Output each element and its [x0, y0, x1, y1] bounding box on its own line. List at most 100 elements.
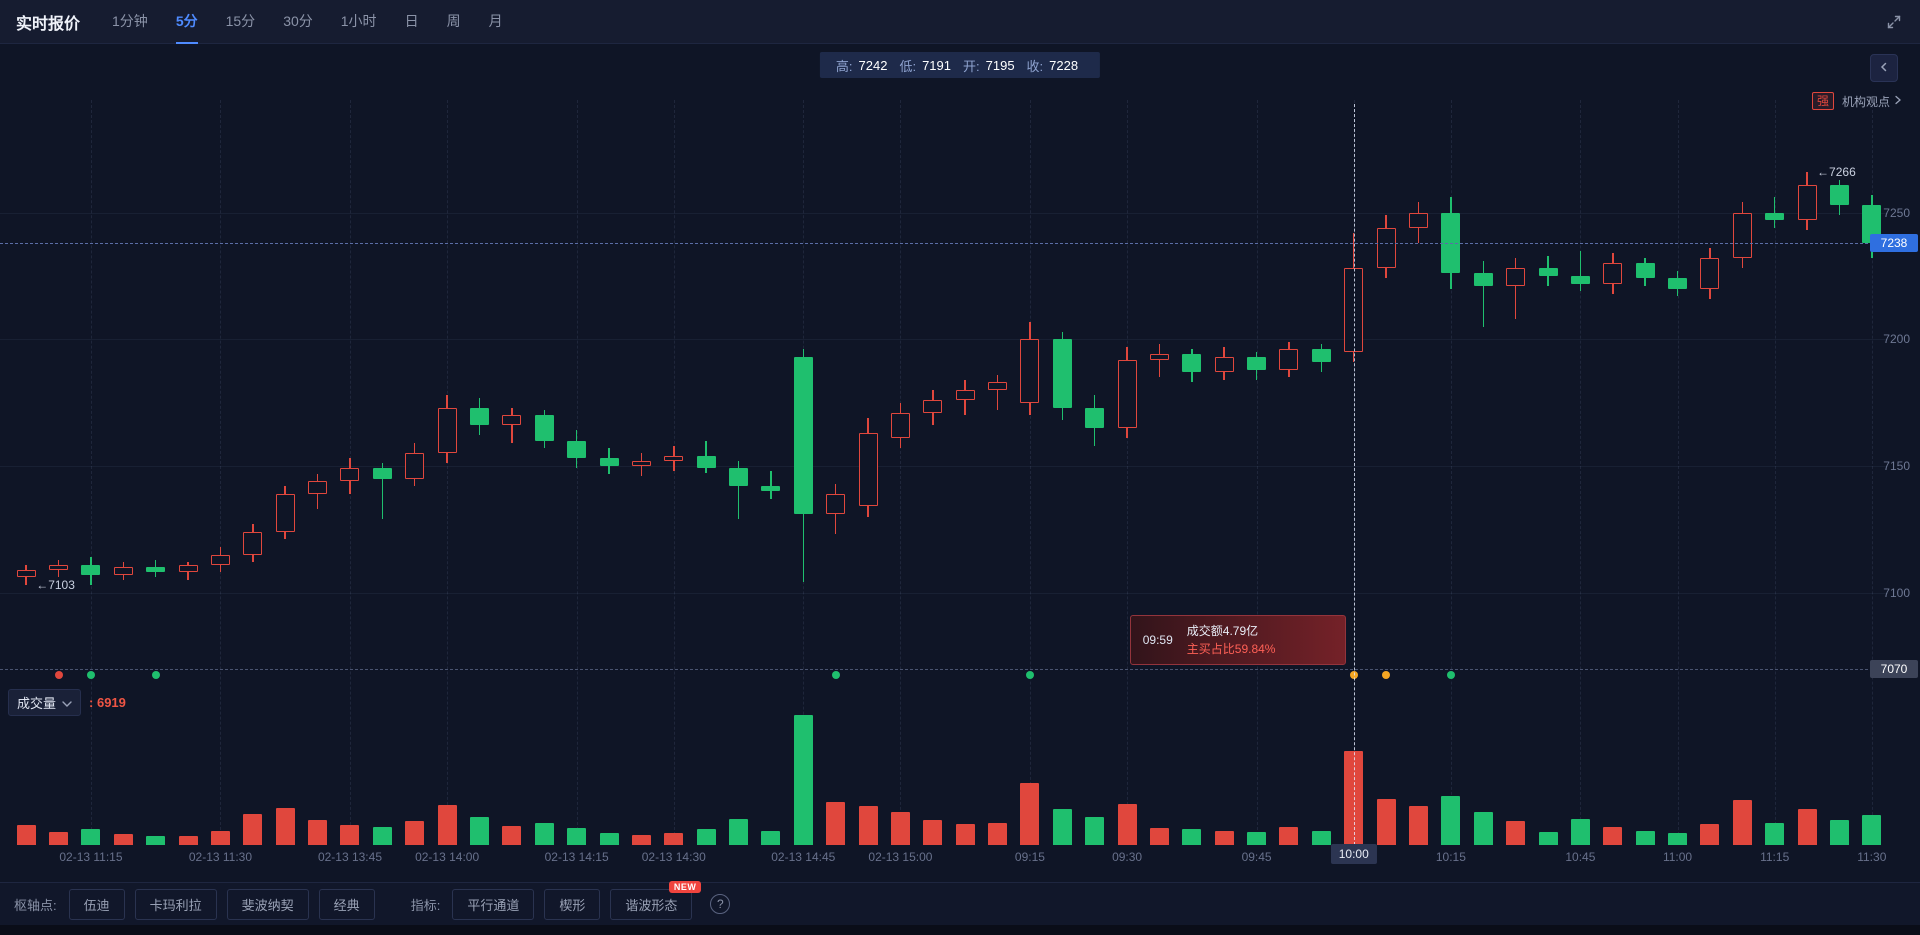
candle[interactable]	[988, 382, 1008, 390]
candle[interactable]	[243, 531, 263, 555]
candle[interactable]	[210, 554, 230, 565]
volume-bar[interactable]	[631, 834, 651, 845]
volume-bar[interactable]	[1052, 809, 1072, 845]
tab-5min[interactable]: 5分	[175, 0, 198, 44]
volume-bar[interactable]	[1279, 826, 1299, 845]
volume-bar[interactable]	[1214, 830, 1234, 845]
candle[interactable]	[1765, 212, 1785, 221]
candle[interactable]	[146, 567, 166, 573]
tab-30min[interactable]: 30分	[283, 12, 313, 29]
candle[interactable]	[923, 400, 943, 413]
volume-bar[interactable]	[1376, 798, 1396, 845]
signal-marker[interactable]	[86, 670, 95, 679]
volume-bar[interactable]	[1506, 821, 1526, 845]
volume-bar[interactable]	[502, 826, 522, 845]
candle[interactable]	[1376, 227, 1396, 269]
candle[interactable]	[1797, 184, 1817, 221]
volume-bar[interactable]	[729, 818, 749, 845]
candle[interactable]	[1214, 356, 1234, 373]
volume-bar[interactable]	[696, 829, 716, 845]
candle[interactable]	[1862, 205, 1882, 243]
candle[interactable]	[405, 453, 425, 479]
volume-bar[interactable]	[275, 808, 295, 845]
volume-bar[interactable]	[146, 835, 166, 845]
candle[interactable]	[113, 567, 133, 575]
volume-bar[interactable]	[988, 822, 1008, 845]
volume-bar[interactable]	[1668, 833, 1688, 845]
volume-bar[interactable]	[1732, 800, 1752, 845]
candle[interactable]	[1311, 349, 1331, 363]
candle[interactable]	[372, 468, 392, 479]
volume-bar[interactable]	[437, 805, 457, 845]
volume-bar[interactable]	[16, 824, 36, 845]
volume-bar[interactable]	[955, 824, 975, 845]
volume-bar[interactable]	[49, 832, 69, 845]
candle[interactable]	[1441, 212, 1461, 274]
volume-bar[interactable]	[534, 822, 554, 845]
signal-marker[interactable]	[1025, 670, 1034, 679]
candle[interactable]	[1085, 407, 1105, 428]
signal-marker[interactable]	[1382, 670, 1391, 679]
institution-view-link[interactable]: 机构观点	[1842, 93, 1902, 110]
candle[interactable]	[1829, 184, 1849, 205]
volume-bar[interactable]	[1829, 819, 1849, 845]
volume-bar[interactable]	[1085, 817, 1105, 845]
candle[interactable]	[1117, 359, 1137, 428]
candle[interactable]	[437, 407, 457, 454]
volume-bar[interactable]	[1603, 826, 1623, 845]
volume-bar[interactable]	[308, 819, 328, 845]
candle[interactable]	[1570, 275, 1590, 284]
candle[interactable]	[890, 412, 910, 439]
volume-bar[interactable]	[1797, 809, 1817, 845]
help-icon[interactable]: ?	[710, 894, 731, 914]
volume-bar[interactable]	[1765, 822, 1785, 845]
volume-bar[interactable]	[1020, 782, 1040, 845]
tab-day[interactable]: 日	[404, 12, 419, 29]
volume-bar[interactable]	[1473, 811, 1493, 845]
candle[interactable]	[1603, 263, 1623, 284]
candle[interactable]	[502, 415, 522, 426]
volume-bar[interactable]	[210, 830, 230, 845]
candle[interactable]	[1732, 212, 1752, 259]
tab-month[interactable]: 月	[488, 12, 503, 29]
volume-bar[interactable]	[1441, 795, 1461, 845]
candle[interactable]	[340, 468, 360, 482]
candle[interactable]	[470, 407, 489, 426]
candle[interactable]	[1182, 354, 1202, 373]
volume-bar[interactable]	[1149, 828, 1169, 845]
volume-bar[interactable]	[81, 829, 101, 845]
volume-bar[interactable]	[793, 715, 813, 845]
candle[interactable]	[534, 415, 554, 441]
signal-marker[interactable]	[831, 670, 840, 679]
volume-bar[interactable]	[405, 821, 425, 845]
tab-1hour[interactable]: 1小时	[340, 12, 377, 29]
candle[interactable]	[1052, 339, 1072, 408]
candle[interactable]	[1149, 354, 1169, 360]
volume-bar[interactable]	[1117, 803, 1137, 845]
volume-bar[interactable]	[890, 811, 910, 845]
volume-bar[interactable]	[372, 826, 392, 845]
pivot-button-camarilla[interactable]: 卡玛利拉	[134, 888, 217, 920]
tab-15min[interactable]: 15分	[225, 12, 256, 29]
candle[interactable]	[1538, 268, 1558, 276]
volume-indicator-selector[interactable]: 成交量	[8, 689, 82, 716]
candle[interactable]	[664, 455, 684, 461]
candle[interactable]	[826, 493, 846, 515]
pivot-button-classic[interactable]: 经典	[318, 888, 375, 920]
volume-bar[interactable]	[1409, 806, 1428, 845]
candle[interactable]	[178, 564, 198, 573]
volume-bar[interactable]	[1862, 814, 1882, 845]
tab-week[interactable]: 周	[446, 12, 461, 29]
candle[interactable]	[49, 564, 69, 570]
tab-1min[interactable]: 1分钟	[112, 12, 148, 29]
candle[interactable]	[81, 564, 101, 575]
indicator-button-harmonic[interactable]: 谐波形态 NEW	[610, 880, 702, 920]
candle[interactable]	[599, 458, 619, 466]
candle[interactable]	[1473, 273, 1493, 287]
volume-bar[interactable]	[113, 834, 133, 845]
candle[interactable]	[761, 486, 781, 492]
candle[interactable]	[308, 481, 328, 494]
candle[interactable]	[567, 440, 587, 459]
volume-bar[interactable]	[470, 817, 489, 845]
volume-bar[interactable]	[761, 830, 781, 845]
